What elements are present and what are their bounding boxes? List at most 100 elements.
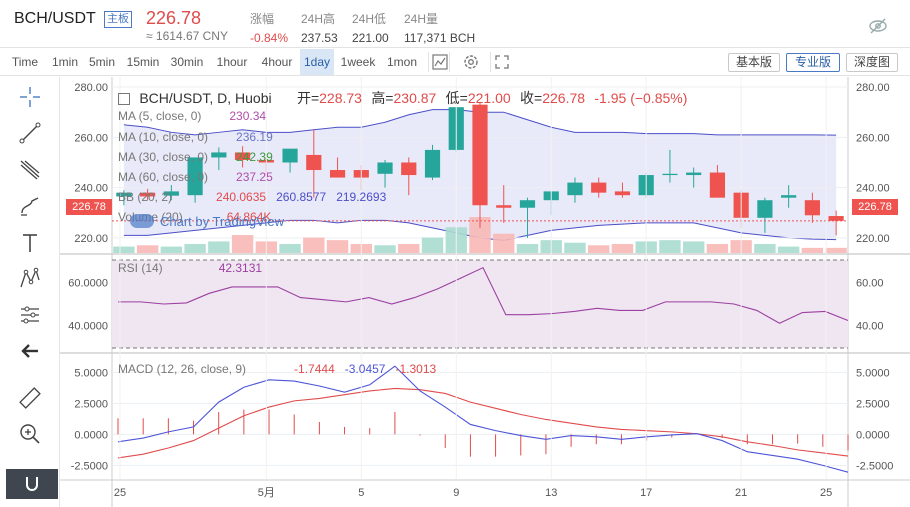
volume-bar	[469, 217, 491, 253]
x-tick-label: 9	[453, 487, 459, 499]
volume-bar	[326, 240, 349, 253]
tradingview-cloud-icon	[130, 214, 154, 228]
last-price-tag-left: 226.78	[66, 199, 112, 215]
trading-chart[interactable]: 220.00 220.00 240.00 240.00 260.00 260.00 280.…	[0, 77, 910, 507]
stat-change: 涨幅 -0.84%	[250, 10, 288, 45]
timeframe-30min[interactable]: 30min	[170, 55, 204, 69]
bb-legend: BB (20, 2) 240.0635 260.8577 219.2693	[118, 190, 386, 204]
x-tick-label: 13	[545, 487, 557, 499]
candle-body	[234, 152, 251, 160]
rsi-legend: RSI (14) 42.3131	[118, 261, 262, 275]
x-tick-label: 17	[640, 487, 652, 499]
ma60-legend: MA (60, close, 0) 237.25	[118, 170, 273, 184]
timeframe-1min[interactable]: 1min	[51, 55, 78, 69]
view-basic-button[interactable]: 基本版	[728, 53, 780, 72]
candle-body	[377, 162, 393, 174]
volume-bar	[208, 241, 230, 253]
ma5-label: MA (5, close, 0)	[118, 109, 202, 123]
change-value: -1.95 (−0.85%)	[594, 90, 688, 106]
price-tick-label-left: 240.00	[74, 183, 108, 195]
timeframe-1mon[interactable]: 1mon	[386, 55, 418, 69]
candle-body	[662, 173, 678, 176]
rsi-band-fill	[112, 260, 848, 348]
timeframe-time[interactable]: Time	[11, 55, 39, 69]
price-tick-label-right: 260.00	[856, 132, 890, 144]
price-cny: ≈ 1614.67 CNY	[146, 29, 228, 43]
view-pro-button[interactable]: 专业版	[786, 53, 840, 72]
high-value: 230.87	[393, 90, 437, 106]
close-label: 收=	[520, 90, 543, 106]
x-tick-label: 5	[358, 487, 364, 499]
macd-label: MACD (12, 26, close, 9)	[118, 362, 247, 376]
timeframe-15min[interactable]: 15min	[126, 55, 160, 69]
chart-collapse-icon[interactable]	[118, 93, 130, 105]
price-tick-label-left: 220.00	[74, 233, 108, 245]
macd-legend: MACD (12, 26, close, 9) -1.7444 -3.0457 -…	[118, 362, 436, 376]
close-value: 226.78	[542, 90, 586, 106]
candle-body	[401, 162, 417, 176]
crosshair-icon[interactable]	[14, 81, 46, 113]
candle-body	[116, 192, 132, 197]
macd-tick-label-right: 0.0000	[856, 429, 890, 441]
timeframe-5min[interactable]: 5min	[88, 55, 115, 69]
candle-body	[140, 192, 156, 197]
view-depth-button[interactable]: 深度图	[846, 53, 898, 72]
low-label: 低=	[445, 90, 468, 106]
last-price: 226.78	[146, 8, 202, 28]
rsi-line	[118, 266, 849, 324]
volume-bar	[564, 242, 586, 253]
stat-value: 117,371 BCH	[404, 31, 476, 45]
rsi-tick-label-left: 40.0000	[68, 320, 108, 332]
macd-tick-label-right: 2.5000	[856, 398, 890, 410]
hide-eye-icon[interactable]	[868, 16, 888, 36]
timeframe-1hour[interactable]: 1hour	[216, 55, 248, 69]
x-tick-label: 5月	[258, 487, 275, 499]
ruler-icon[interactable]	[14, 382, 46, 414]
trend-line-icon[interactable]	[14, 117, 46, 149]
price-tick-label-left: 260.00	[74, 132, 108, 144]
volume-bar	[113, 246, 135, 253]
candle-body	[187, 157, 203, 196]
stat-label: 24H高	[301, 12, 336, 26]
fib-icon[interactable]	[14, 154, 46, 186]
volume-bar	[516, 244, 539, 253]
timeframe-1week[interactable]: 1week	[340, 55, 376, 69]
candle-body	[163, 191, 179, 196]
watermark-text: Chart by TradingView	[160, 214, 285, 229]
price-tick-label-left: 280.00	[74, 82, 108, 94]
candle-body	[781, 195, 797, 198]
timeframe-4hour[interactable]: 4hour	[261, 55, 293, 69]
candle-body	[686, 172, 702, 176]
stat-volume: 24H量 117,371 BCH	[404, 10, 475, 45]
magnet-icon[interactable]	[6, 469, 58, 499]
chart-symbol-title: BCH/USDT, D, Huobi	[139, 90, 272, 106]
x-tick-label: 21	[735, 487, 747, 499]
text-icon[interactable]	[14, 227, 46, 259]
volume-bar	[611, 244, 634, 253]
brush-icon[interactable]	[14, 190, 46, 222]
ohlc-legend: BCH/USDT, D, Huobi 开=228.73 高=230.87 低=2…	[118, 88, 687, 108]
timeframe-1day[interactable]: 1day	[300, 49, 334, 75]
candle-body	[804, 200, 820, 216]
volume-bar	[303, 237, 325, 253]
fullscreen-icon[interactable]	[490, 52, 512, 72]
volume-bar	[588, 245, 610, 253]
indicator-icon[interactable]	[428, 52, 450, 72]
candle-body	[424, 149, 441, 178]
bb-value-3: 219.2693	[336, 190, 387, 204]
candle-body	[211, 152, 227, 158]
stat-value: 237.53	[301, 31, 338, 45]
settings-gear-icon[interactable]	[460, 52, 482, 72]
ma60-label: MA (60, close, 0)	[118, 170, 209, 184]
zoom-in-icon[interactable]	[14, 418, 46, 450]
candle-body	[329, 170, 346, 178]
pattern-icon[interactable]	[14, 263, 46, 295]
symbol-title[interactable]: BCH/USDT	[14, 10, 96, 27]
back-arrow-icon[interactable]	[14, 335, 46, 367]
stat-low: 24H低 221.00	[352, 10, 389, 45]
measure-icon[interactable]	[14, 299, 46, 331]
volume-bar	[398, 244, 420, 253]
rsi-value: 42.3131	[218, 261, 263, 275]
ma30-label: MA (30, close, 0)	[118, 150, 209, 164]
